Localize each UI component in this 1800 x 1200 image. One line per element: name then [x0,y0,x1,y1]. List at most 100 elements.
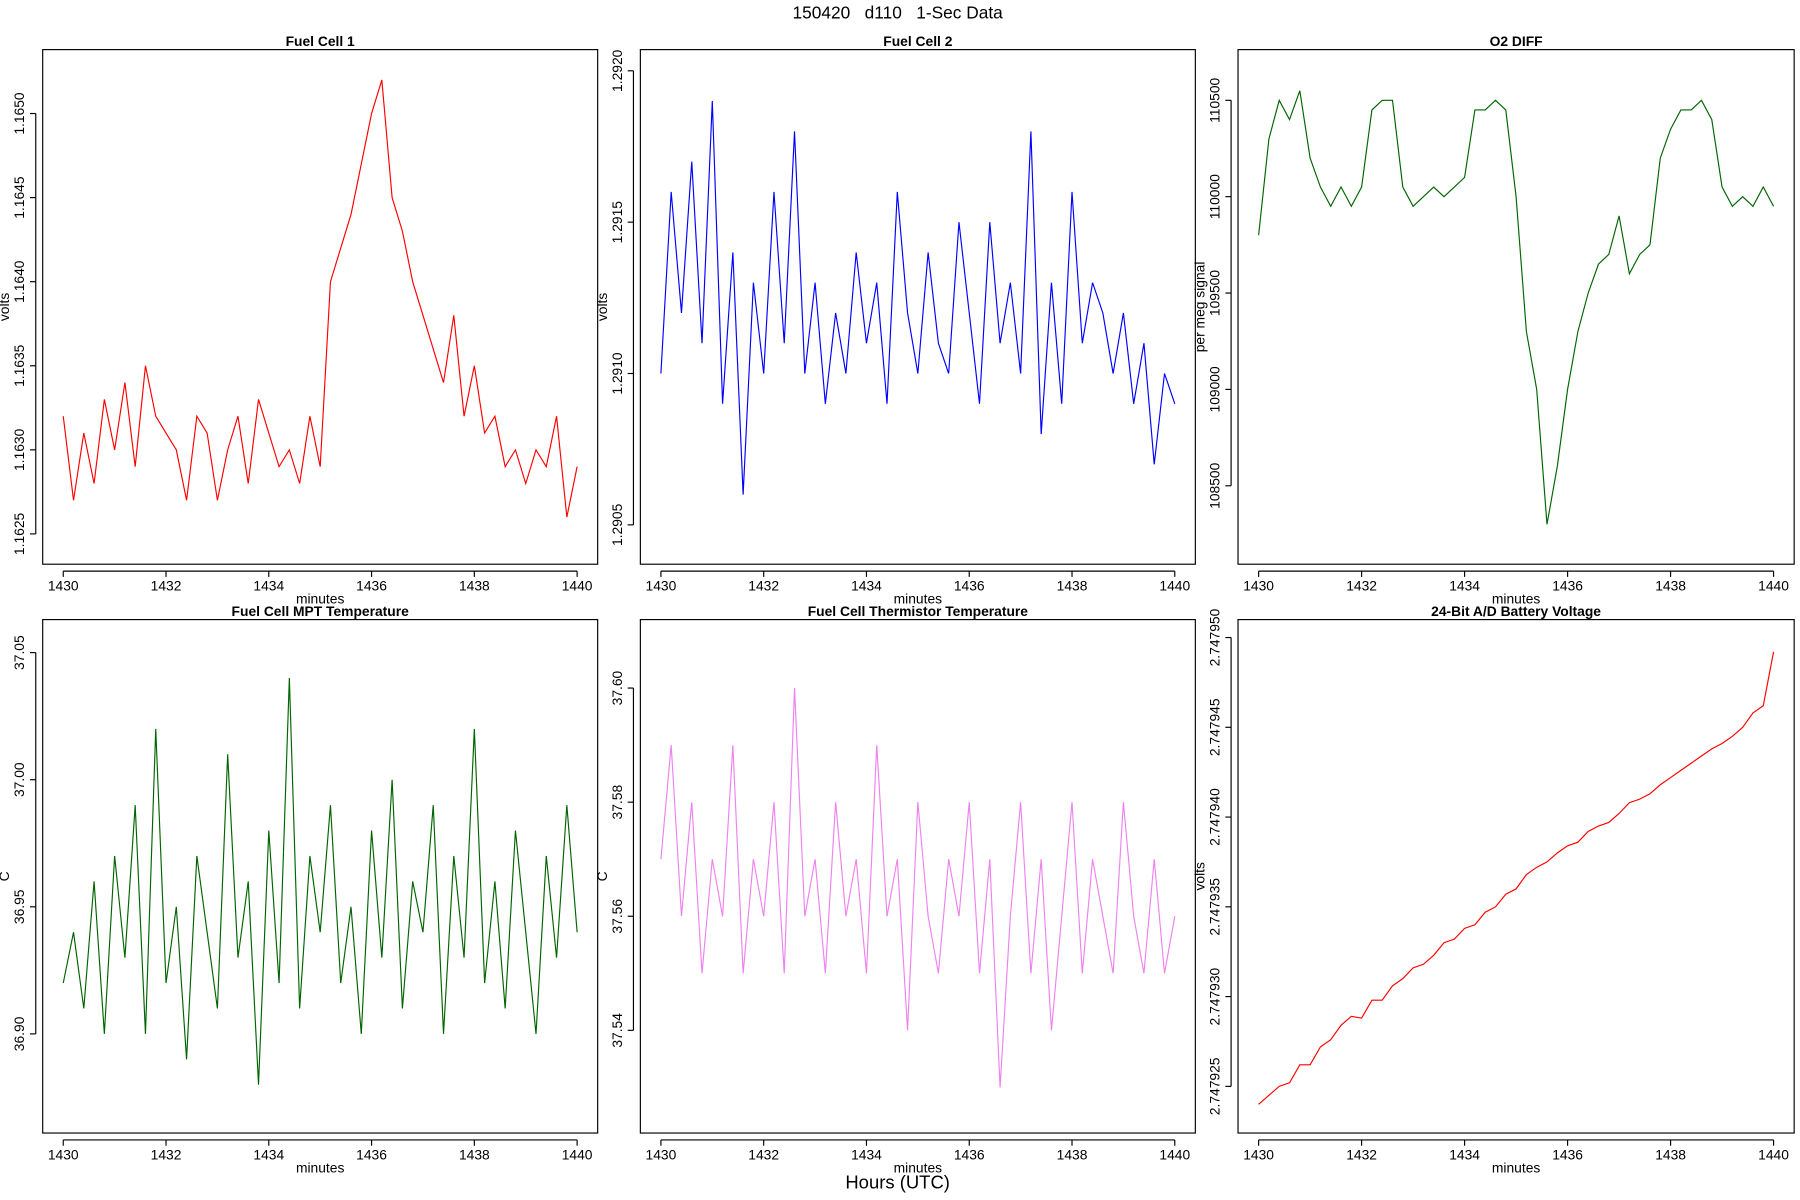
panel-title: O2 DIFF [1490,33,1543,49]
y-tick-label: 1.1640 [11,260,27,303]
x-tick-label: 1440 [1159,578,1190,594]
y-tick-label: 37.58 [609,785,625,820]
x-tick-label: 1436 [1552,1147,1583,1163]
y-tick-label: 36.90 [11,1016,27,1051]
y-tick-label: 37.56 [609,899,625,934]
y-tick-label: 1.1645 [11,176,27,219]
data-line [1258,651,1775,1105]
x-tick-label: 1430 [1243,1147,1274,1163]
x-tick-label: 1440 [1758,578,1789,594]
x-tick-label: 1440 [562,578,593,594]
y-axis-label: volts [0,293,12,322]
y-tick-label: 110500 [1207,77,1223,122]
x-tick-label: 1432 [1346,578,1377,594]
panel-title: Fuel Cell 2 [883,33,952,49]
y-tick-label: 2.747935 [1207,878,1223,936]
y-tick-label: 36.95 [11,889,27,924]
plot-frame [42,49,599,565]
x-tick-label: 1430 [646,1147,677,1163]
x-axis-label: minutes [894,1159,943,1175]
x-tick-label: 1432 [151,578,182,594]
x-tick-label: 1438 [1655,1147,1686,1163]
data-line [660,101,1176,495]
y-tick-label: 1.1625 [11,512,27,555]
x-tick-label: 1436 [954,1147,985,1163]
y-tick-label: 37.05 [11,635,27,670]
x-tick-label: 1436 [356,1147,387,1163]
x-axis-label: minutes [1492,590,1541,606]
x-tick-label: 1440 [1758,1147,1789,1163]
x-axis-label: minutes [296,590,345,606]
x-tick-label: 1434 [1449,1147,1480,1163]
figure-title: 150420 d110 1-Sec Data [793,2,1004,22]
y-tick-label: 109500 [1207,270,1223,316]
plot-frame [1237,49,1795,565]
plot-frame [639,49,1196,565]
y-axis-label: C [594,871,610,881]
x-tick-label: 1432 [748,578,779,594]
panel-title: 24-Bit A/D Battery Voltage [1431,603,1601,619]
y-axis-label: per meg signal [1192,262,1208,353]
y-tick-label: 110000 [1207,174,1223,219]
data-line [660,688,1176,1088]
x-axis-label: minutes [296,1159,345,1175]
x-axis-label: minutes [1492,1159,1541,1175]
plot-frame [1237,619,1795,1134]
y-tick-label: 2.747950 [1207,608,1223,666]
y-tick-label: 1.2920 [609,49,625,92]
x-tick-label: 1434 [1449,578,1480,594]
x-tick-label: 1440 [562,1147,593,1163]
x-tick-label: 1438 [1057,578,1088,594]
y-tick-label: 2.747945 [1207,698,1223,756]
x-tick-label: 1432 [151,1147,182,1163]
y-tick-label: 109000 [1207,366,1223,412]
x-tick-label: 1432 [748,1147,779,1163]
data-line [62,79,578,518]
x-tick-label: 1434 [253,1147,284,1163]
y-tick-label: 2.747940 [1207,788,1223,846]
x-tick-label: 1438 [459,1147,490,1163]
y-tick-label: 1.1635 [11,344,27,387]
x-tick-label: 1434 [851,578,882,594]
panel-title: Fuel Cell MPT Temperature [232,603,410,619]
data-line [1258,90,1775,525]
plot-frame [639,619,1196,1134]
figure-xlabel: Hours (UTC) [845,1171,950,1192]
x-tick-label: 1430 [48,1147,79,1163]
y-tick-label: 37.54 [609,1013,625,1048]
x-tick-label: 1438 [1057,1147,1088,1163]
y-tick-label: 2.747925 [1207,1057,1223,1115]
y-tick-label: 1.1630 [11,428,27,471]
x-tick-label: 1436 [356,578,387,594]
y-axis-label: volts [1192,862,1208,891]
y-tick-label: 1.2910 [609,352,625,395]
x-axis-label: minutes [894,590,943,606]
panel-title: Fuel Cell 1 [286,33,355,49]
y-axis-label: C [0,871,12,881]
x-tick-label: 1436 [1552,578,1583,594]
x-tick-label: 1430 [48,578,79,594]
y-tick-label: 1.2905 [609,503,625,546]
x-tick-label: 1434 [253,578,284,594]
x-tick-label: 1430 [646,578,677,594]
y-axis-label: volts [594,293,610,322]
x-tick-label: 1438 [1655,578,1686,594]
x-tick-label: 1436 [954,578,985,594]
y-tick-label: 37.60 [609,670,625,705]
x-tick-label: 1434 [851,1147,882,1163]
data-line [62,678,578,1085]
y-tick-label: 2.747930 [1207,967,1223,1025]
panel-title: Fuel Cell Thermistor Temperature [808,603,1029,619]
y-tick-label: 1.1650 [11,92,27,135]
x-tick-label: 1432 [1346,1147,1377,1163]
y-tick-label: 1.2915 [609,201,625,244]
y-tick-label: 108500 [1207,462,1223,508]
x-tick-label: 1440 [1159,1147,1190,1163]
plot-frame [42,619,599,1134]
y-tick-label: 37.00 [11,762,27,797]
x-tick-label: 1438 [459,578,490,594]
x-tick-label: 1430 [1243,578,1274,594]
